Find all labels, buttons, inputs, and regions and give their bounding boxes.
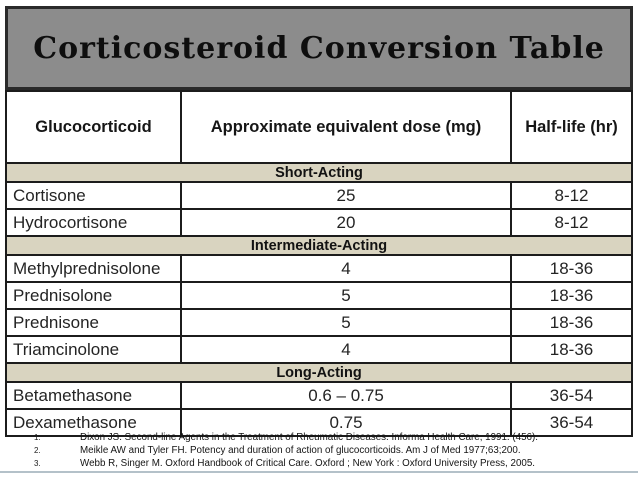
section-header-short-acting: Short-Acting bbox=[7, 162, 631, 183]
footnote-marker: 3. bbox=[34, 459, 41, 468]
title-banner: Corticosteroid Conversion Table bbox=[5, 6, 633, 90]
dose-cell: 20 bbox=[336, 212, 356, 232]
footnote-marker: 2. bbox=[34, 446, 41, 455]
table-row: Prednisolone 5 18-36 bbox=[7, 281, 631, 308]
half-life-cell: 18-36 bbox=[510, 256, 631, 281]
dose-cell: 25 bbox=[336, 185, 356, 205]
column-header-glucocorticoid: Glucocorticoid bbox=[7, 92, 182, 162]
section-header-intermediate-acting: Intermediate-Acting bbox=[7, 235, 631, 256]
footnotes: 1. Dixon JS. Second-line Agents in the Tr… bbox=[34, 432, 614, 471]
drug-name-cell: Methylprednisolone bbox=[7, 256, 182, 281]
dose-cell: 0.6 – 0.75 bbox=[308, 385, 384, 405]
drug-name-cell: Prednisone bbox=[7, 310, 182, 335]
half-life-cell: 18-36 bbox=[510, 310, 631, 335]
half-life-cell: 36-54 bbox=[510, 410, 631, 435]
footnote-text: Webb R, Singer M. Oxford Handbook of Cri… bbox=[80, 458, 536, 469]
bottom-divider bbox=[0, 471, 638, 473]
table-row: Dexamethasone 0.75 36-54 bbox=[7, 408, 631, 435]
footnote-text: Dixon JS. Second-line Agents in the Trea… bbox=[80, 432, 538, 443]
drug-name-cell: Hydrocortisone bbox=[7, 210, 182, 235]
dose-cell: 5 bbox=[341, 312, 351, 332]
table-row: Methylprednisolone 4 18-36 bbox=[7, 256, 631, 281]
half-life-cell: 36-54 bbox=[510, 383, 631, 408]
table-header-row: Glucocorticoid Approximate equivalent do… bbox=[7, 92, 631, 162]
half-life-cell: 18-36 bbox=[510, 337, 631, 362]
footnote: 1. Dixon JS. Second-line Agents in the Tr… bbox=[34, 432, 614, 445]
footnote-marker: 1. bbox=[34, 433, 41, 442]
section-header-long-acting: Long-Acting bbox=[7, 362, 631, 383]
column-header-equivalent-dose: Approximate equivalent dose (mg) bbox=[210, 117, 482, 136]
drug-name-cell: Cortisone bbox=[7, 183, 182, 208]
column-header-half-life: Half-life (hr) bbox=[510, 92, 631, 162]
footnote: 3. Webb R, Singer M. Oxford Handbook of C… bbox=[34, 458, 614, 471]
table-row: Cortisone 25 8-12 bbox=[7, 183, 631, 208]
dose-cell: 4 bbox=[341, 258, 351, 278]
dose-cell: 0.75 bbox=[329, 412, 363, 432]
dose-cell: 5 bbox=[341, 285, 351, 305]
table-row: Prednisone 5 18-36 bbox=[7, 308, 631, 335]
conversion-table: Glucocorticoid Approximate equivalent do… bbox=[5, 90, 633, 437]
table-row: Hydrocortisone 20 8-12 bbox=[7, 208, 631, 235]
slide-title: Corticosteroid Conversion Table bbox=[33, 30, 605, 66]
half-life-cell: 18-36 bbox=[510, 283, 631, 308]
table-row: Triamcinolone 4 18-36 bbox=[7, 335, 631, 362]
footnote-text: Meikle AW and Tyler FH. Potency and dura… bbox=[80, 445, 521, 456]
half-life-cell: 8-12 bbox=[510, 210, 631, 235]
drug-name-cell: Betamethasone bbox=[7, 383, 182, 408]
table-row: Betamethasone 0.6 – 0.75 36-54 bbox=[7, 383, 631, 408]
half-life-cell: 8-12 bbox=[510, 183, 631, 208]
drug-name-cell: Triamcinolone bbox=[7, 337, 182, 362]
drug-name-cell: Prednisolone bbox=[7, 283, 182, 308]
table-body: Short-Acting Cortisone 25 8-12 Hydrocortison… bbox=[7, 162, 631, 435]
drug-name-cell: Dexamethasone bbox=[7, 410, 182, 435]
footnote: 2. Meikle AW and Tyler FH. Potency and du… bbox=[34, 445, 614, 458]
dose-cell: 4 bbox=[341, 339, 351, 359]
